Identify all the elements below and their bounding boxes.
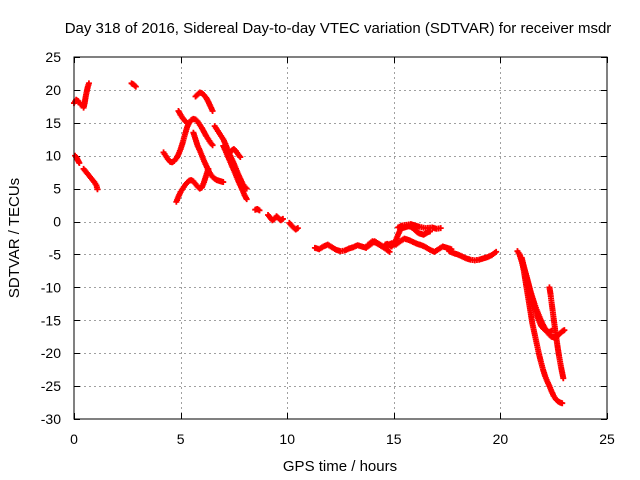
y-tick-label: -20	[41, 345, 61, 361]
data-point	[559, 400, 566, 407]
y-tick-label: 10	[45, 148, 61, 164]
x-tick-label: 5	[177, 431, 185, 447]
chart-title: Day 318 of 2016, Sidereal Day-to-day VTE…	[65, 20, 612, 37]
x-tick-label: 25	[599, 431, 615, 447]
x-tick-label: 0	[70, 431, 78, 447]
x-tick-label: 10	[279, 431, 295, 447]
data-point	[132, 83, 139, 90]
data-point	[85, 80, 92, 87]
tick-labels: 0 5 10 15 20 25 25 20 15 10 5 0 -5 -10 -15 -20 -25 -30	[41, 49, 615, 447]
y-tick-label: -15	[41, 312, 61, 328]
data-series-sdtvar	[71, 80, 568, 407]
data-point	[131, 82, 138, 89]
data-point	[209, 107, 216, 114]
y-tick-label: -5	[49, 246, 62, 262]
data-point	[237, 154, 244, 161]
y-tick-label: -30	[41, 411, 61, 427]
y-tick-label: 5	[53, 181, 61, 197]
data-point	[209, 142, 216, 149]
y-tick-label: 25	[45, 49, 61, 65]
data-point	[182, 118, 189, 125]
data-point	[94, 186, 101, 193]
data-point	[386, 248, 393, 255]
data-point	[220, 179, 227, 186]
data-point	[437, 225, 444, 232]
plot-frame	[73, 56, 608, 420]
data-point	[493, 248, 500, 255]
data-point	[256, 207, 263, 214]
data-point	[561, 327, 568, 334]
data-point	[243, 196, 250, 203]
y-tick-label: 15	[45, 115, 61, 131]
y-tick-label: -25	[41, 378, 61, 394]
data-point	[279, 215, 286, 222]
y-tick-label: -10	[41, 279, 61, 295]
y-tick-label: 0	[53, 214, 61, 230]
data-point	[294, 225, 301, 232]
data-point	[183, 119, 190, 126]
y-axis-title: SDTVAR / TECUs	[6, 178, 23, 298]
data-point	[560, 375, 567, 382]
grid	[74, 57, 607, 419]
x-tick-label: 20	[493, 431, 509, 447]
y-tick-label: 20	[45, 82, 61, 98]
data-point	[76, 159, 83, 166]
x-tick-label: 15	[386, 431, 402, 447]
x-axis-title: GPS time / hours	[283, 458, 397, 475]
